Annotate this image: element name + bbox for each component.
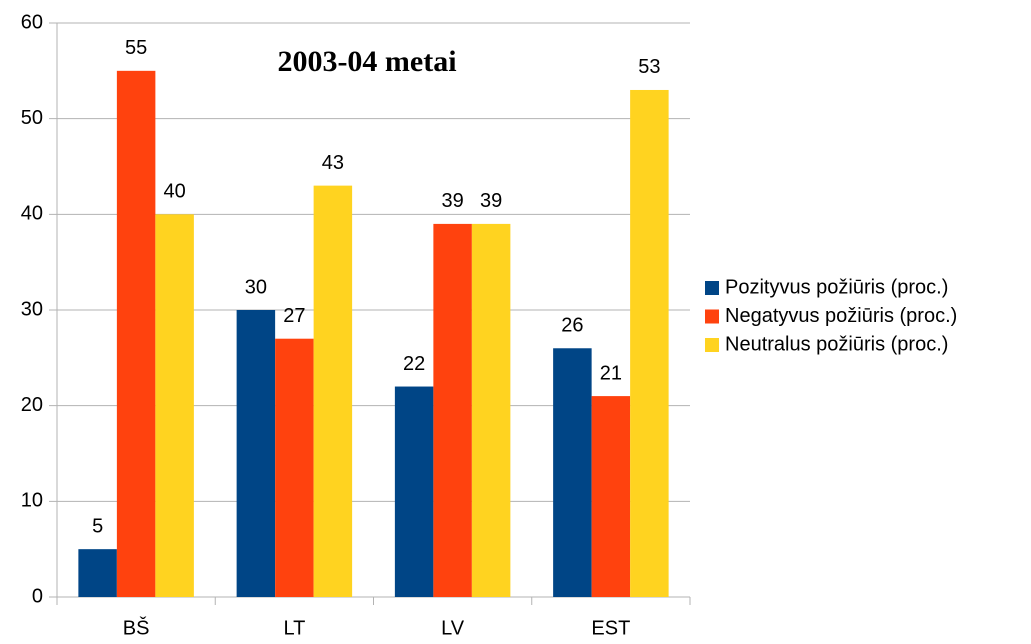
x-tick-label: LV [441, 617, 465, 639]
bar [471, 223, 511, 597]
x-tick-label: EST [591, 617, 630, 639]
legend-swatch [705, 281, 719, 295]
data-label: 5 [92, 515, 103, 537]
legend-label: Neutralus požiūris (proc.) [725, 333, 948, 355]
x-tick-label: LT [283, 617, 305, 639]
data-label: 22 [403, 353, 425, 375]
y-tick-label: 60 [21, 11, 43, 33]
bar [630, 89, 669, 597]
y-tick-label: 50 [21, 107, 43, 129]
x-tick-label: BŠ [123, 616, 150, 639]
y-tick-label: 10 [21, 490, 43, 512]
bar [275, 338, 314, 597]
data-label: 27 [283, 305, 305, 327]
data-label: 30 [245, 276, 267, 298]
data-label: 40 [164, 181, 186, 203]
y-tick-label: 40 [21, 203, 43, 225]
y-tick-label: 20 [21, 394, 43, 416]
legend-label: Pozityvus požiūris (proc.) [725, 276, 948, 298]
bar [313, 185, 353, 597]
legend-label: Negatyvus požiūris (proc.) [725, 305, 957, 327]
bar [553, 348, 592, 597]
data-label: 39 [480, 190, 502, 212]
legend-swatch [705, 309, 719, 324]
bar [116, 70, 156, 598]
y-tick-label: 30 [21, 298, 43, 320]
data-label: 26 [561, 315, 583, 337]
bar [78, 549, 117, 597]
bar [591, 396, 631, 597]
data-label: 55 [125, 37, 147, 59]
bar [155, 214, 194, 598]
bar [394, 386, 434, 597]
data-label: 39 [442, 190, 464, 212]
data-label: 21 [600, 362, 622, 384]
data-label: 53 [638, 56, 660, 78]
data-label: 43 [322, 152, 344, 174]
legend-swatch [705, 338, 719, 352]
bar [236, 310, 276, 597]
y-tick-label: 0 [32, 585, 43, 607]
bar [433, 223, 472, 597]
chart-title: 2003-04 metai [277, 45, 456, 78]
